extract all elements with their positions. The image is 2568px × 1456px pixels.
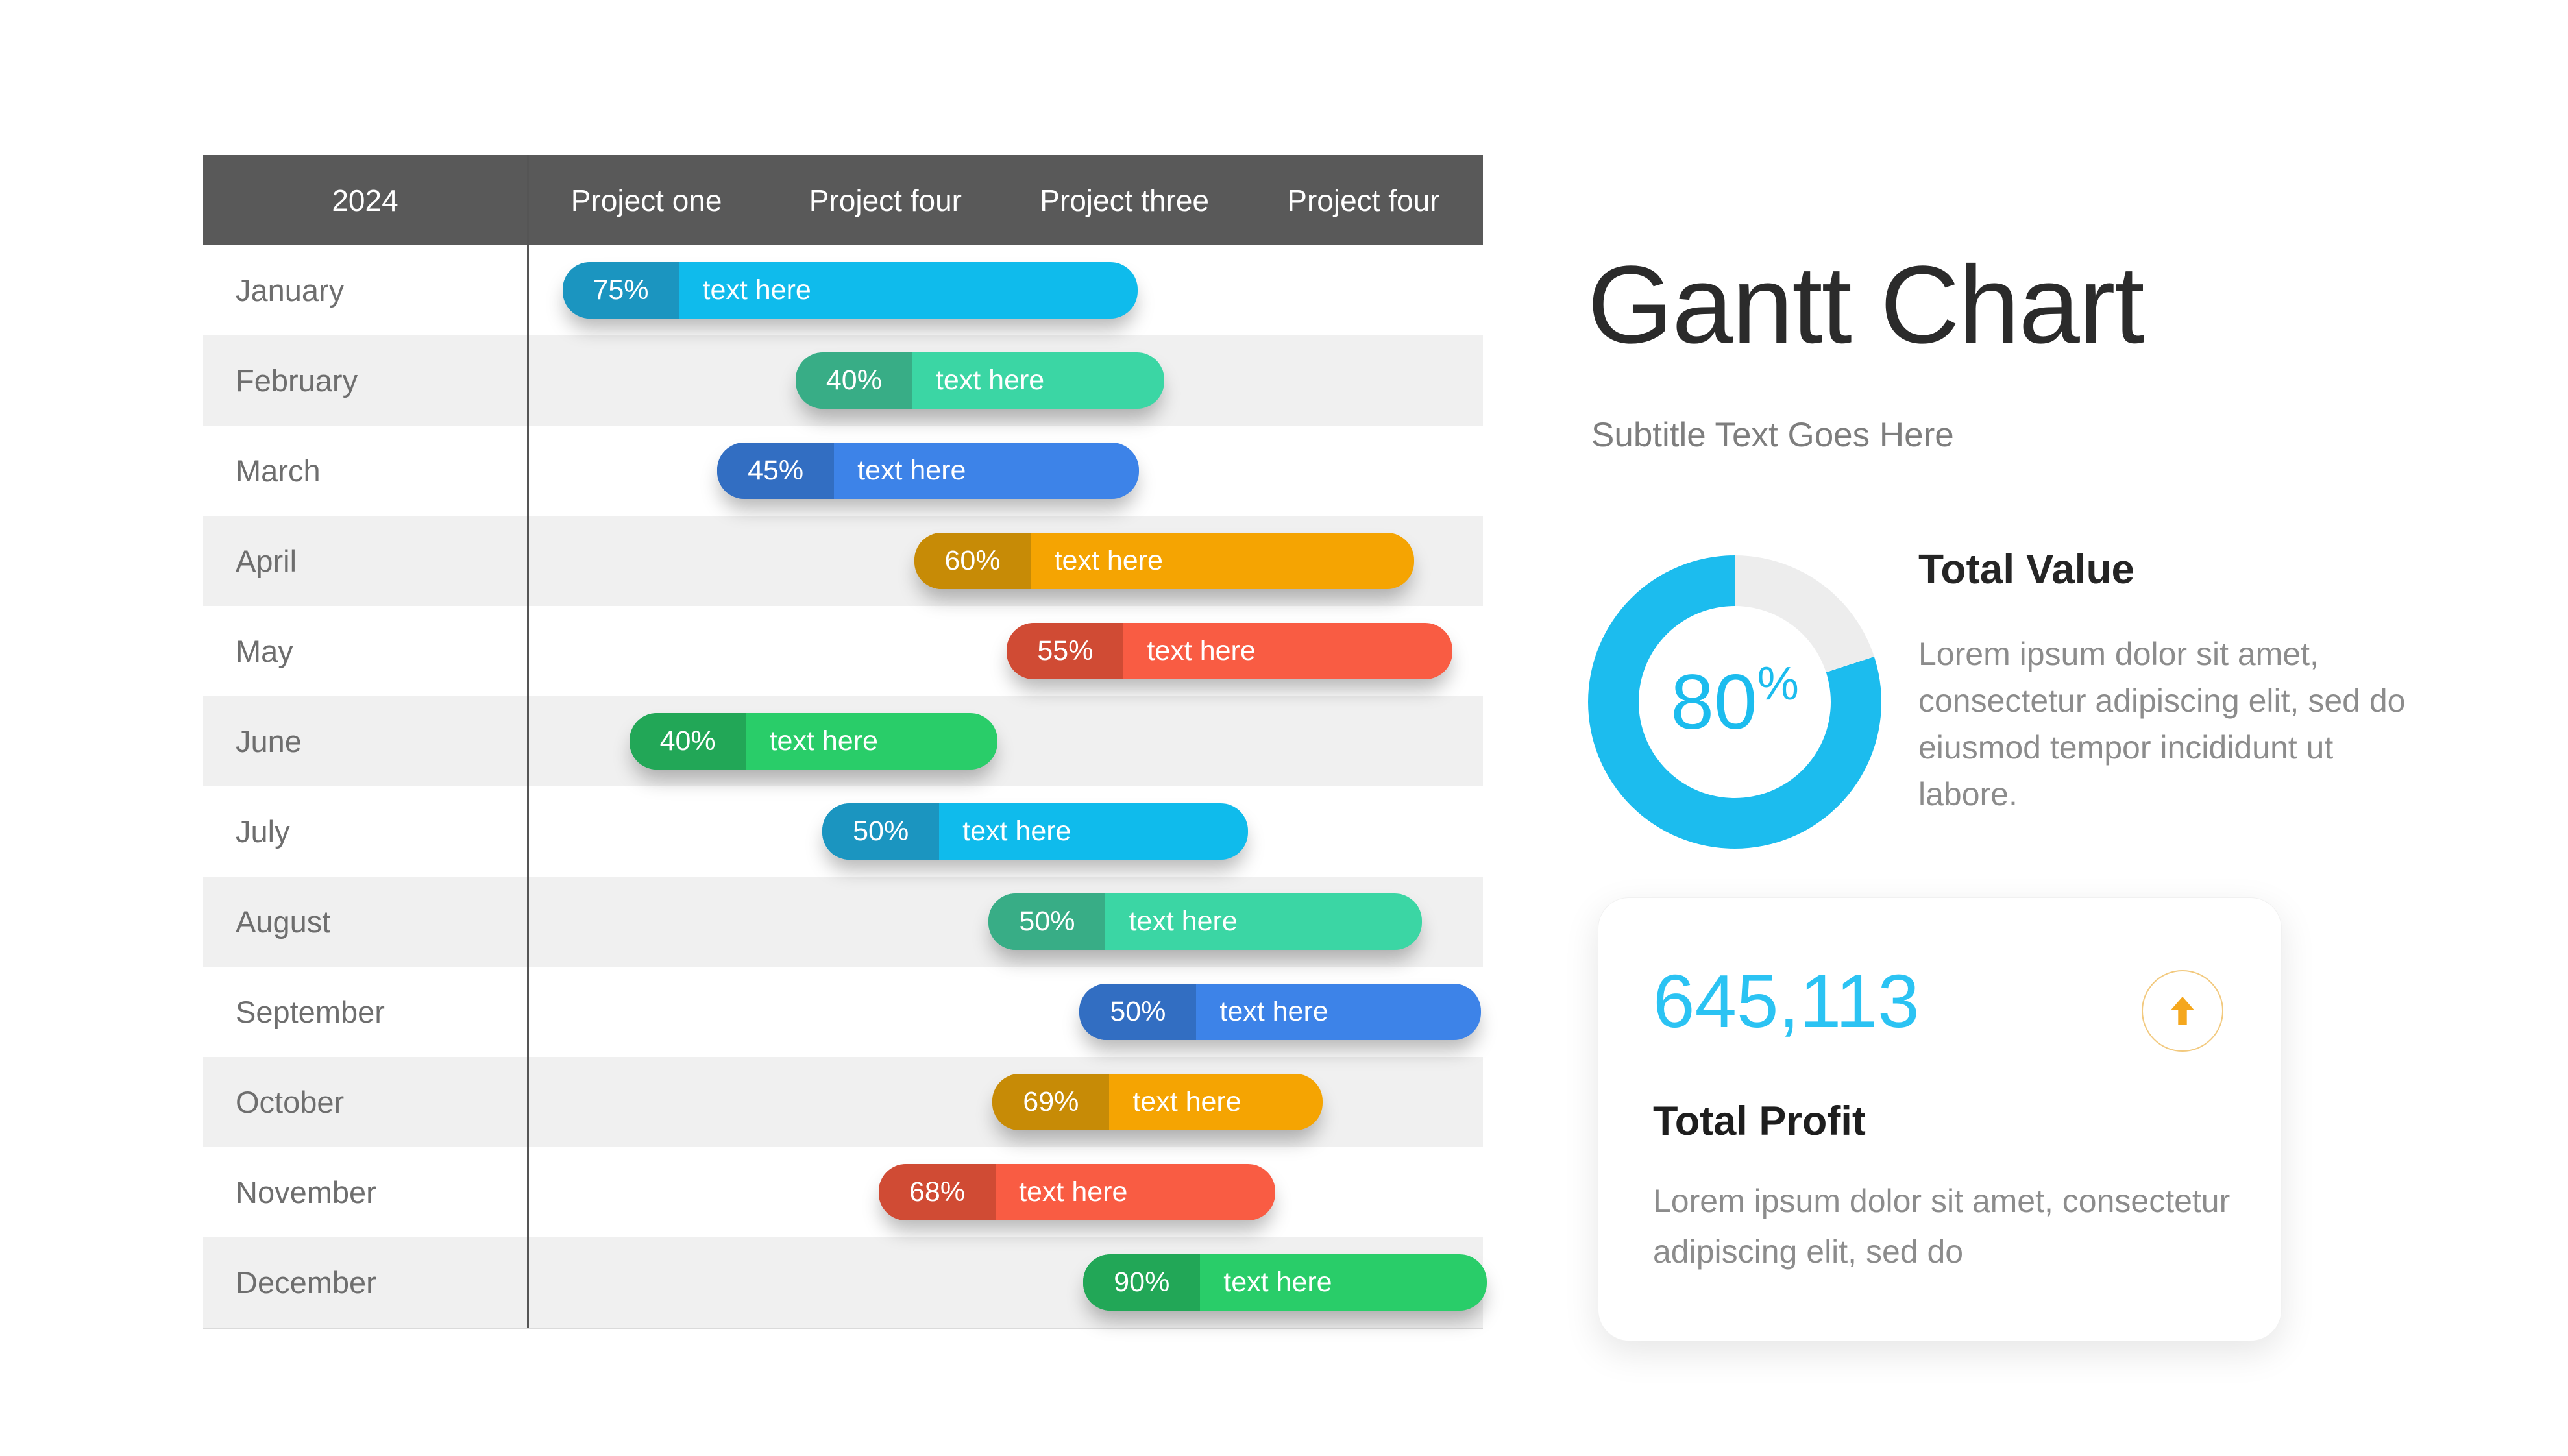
table-row: July 50% text here bbox=[203, 786, 1483, 877]
month-label: August bbox=[236, 904, 331, 939]
row-track: 90% text here bbox=[527, 1237, 1487, 1328]
gantt-bar: 45% text here bbox=[717, 443, 1139, 499]
row-track: 55% text here bbox=[527, 606, 1483, 696]
table-row: November 68% text here bbox=[203, 1147, 1483, 1237]
table-row: December 90% text here bbox=[203, 1237, 1487, 1328]
bar-label: text here bbox=[769, 725, 878, 757]
bar-label: text here bbox=[857, 455, 966, 486]
bar-percent-badge: 90% bbox=[1083, 1254, 1201, 1311]
row-track: 69% text here bbox=[527, 1057, 1483, 1147]
bar-label: text here bbox=[962, 816, 1071, 847]
bar-label: text here bbox=[1132, 1086, 1241, 1117]
bar-percent-badge: 55% bbox=[1007, 623, 1124, 679]
gantt-rows: January 75% text here February 40% text here M… bbox=[203, 245, 1487, 1328]
month-column-divider bbox=[527, 155, 529, 1328]
month-label: January bbox=[236, 273, 345, 308]
bar-percent-badge: 50% bbox=[988, 893, 1106, 950]
gantt-bar: 40% text here bbox=[629, 713, 997, 770]
month-label: October bbox=[236, 1085, 345, 1119]
project-column-header: Project four bbox=[809, 183, 962, 217]
gantt-bar: 55% text here bbox=[1007, 623, 1452, 679]
bar-label: text here bbox=[1219, 996, 1328, 1027]
page-subtitle: Subtitle Text Goes Here bbox=[1591, 416, 1954, 454]
bar-label: text here bbox=[1054, 545, 1163, 576]
table-row: February 40% text here bbox=[203, 335, 1483, 426]
bar-percent-badge: 75% bbox=[562, 262, 679, 319]
bar-label: text here bbox=[1019, 1176, 1128, 1207]
year-header: 2024 bbox=[332, 183, 398, 217]
row-track: 68% text here bbox=[527, 1147, 1483, 1237]
bar-percent-badge: 50% bbox=[1079, 984, 1197, 1040]
row-track: 45% text here bbox=[527, 426, 1483, 516]
bar-percent-badge: 60% bbox=[914, 533, 1031, 589]
row-track: 40% text here bbox=[527, 696, 1483, 786]
row-track: 40% text here bbox=[527, 335, 1483, 426]
gantt-bar: 68% text here bbox=[879, 1164, 1276, 1220]
month-label: April bbox=[236, 544, 297, 578]
bar-label: text here bbox=[1147, 635, 1256, 666]
row-track: 75% text here bbox=[527, 245, 1483, 335]
month-label: September bbox=[236, 995, 385, 1029]
month-label: March bbox=[236, 454, 321, 488]
table-row: January 75% text here bbox=[203, 245, 1483, 335]
project-column-headers: Project one Project four Project three Proj… bbox=[527, 183, 1483, 218]
month-label: December bbox=[236, 1265, 376, 1300]
page-title: Gantt Chart bbox=[1587, 243, 2145, 367]
bar-percent-badge: 40% bbox=[629, 713, 746, 770]
row-track: 50% text here bbox=[527, 786, 1483, 877]
donut-value: 80 bbox=[1670, 659, 1757, 746]
table-row: March 45% text here bbox=[203, 426, 1483, 516]
bar-label: text here bbox=[702, 274, 811, 306]
bar-label: text here bbox=[1223, 1267, 1332, 1298]
month-label: May bbox=[236, 634, 293, 668]
gantt-table-header: 2024 Project one Project four Project thre… bbox=[203, 155, 1483, 245]
bar-percent-badge: 68% bbox=[879, 1164, 996, 1220]
gantt-table: 2024 Project one Project four Project thre… bbox=[203, 155, 1487, 1329]
table-row: August 50% text here bbox=[203, 877, 1483, 967]
project-column-header: Project three bbox=[1040, 183, 1210, 217]
table-row: May 55% text here bbox=[203, 606, 1483, 696]
total-value-block: Total Value Lorem ipsum dolor sit amet, … bbox=[1918, 545, 2438, 818]
month-label: November bbox=[236, 1175, 376, 1209]
gantt-bar: 60% text here bbox=[914, 533, 1414, 589]
table-row: April 60% text here bbox=[203, 516, 1483, 606]
bar-percent-badge: 40% bbox=[795, 352, 912, 409]
donut-hole bbox=[1639, 606, 1831, 798]
up-arrow-icon bbox=[2170, 997, 2195, 1025]
bar-percent-badge: 69% bbox=[992, 1074, 1110, 1130]
profit-body: Lorem ipsum dolor sit amet, consectetur … bbox=[1653, 1183, 2231, 1270]
bar-percent-badge: 45% bbox=[717, 443, 835, 499]
profit-number: 645,113 bbox=[1653, 959, 1920, 1043]
gantt-bar: 50% text here bbox=[822, 803, 1248, 860]
project-column-header: Project four bbox=[1287, 183, 1440, 217]
month-label: February bbox=[236, 363, 358, 398]
gantt-bar: 90% text here bbox=[1083, 1254, 1487, 1311]
row-track: 50% text here bbox=[527, 967, 1483, 1057]
total-value-body: Lorem ipsum dolor sit amet, consectetur … bbox=[1918, 636, 2406, 812]
bar-label: text here bbox=[935, 365, 1045, 396]
row-track: 50% text here bbox=[527, 877, 1483, 967]
bar-label: text here bbox=[1129, 906, 1238, 937]
gantt-bar: 50% text here bbox=[988, 893, 1422, 950]
total-profit-card: 645,113 Total Profit Lorem ipsum dolor s… bbox=[1598, 897, 2282, 1341]
gantt-bar: 75% text here bbox=[562, 262, 1138, 319]
progress-donut-chart: 80% bbox=[1588, 555, 1881, 849]
row-track: 60% text here bbox=[527, 516, 1483, 606]
bar-percent-badge: 50% bbox=[822, 803, 940, 860]
table-row: September 50% text here bbox=[203, 967, 1483, 1057]
month-label: July bbox=[236, 814, 290, 849]
table-row: October 69% text here bbox=[203, 1057, 1483, 1147]
project-column-header: Project one bbox=[570, 183, 722, 217]
donut-unit: % bbox=[1757, 658, 1799, 710]
up-arrow-badge bbox=[2142, 970, 2223, 1052]
profit-heading: Total Profit bbox=[1653, 1098, 1866, 1144]
gantt-bar: 69% text here bbox=[992, 1074, 1323, 1130]
gantt-bar: 50% text here bbox=[1079, 984, 1482, 1040]
month-label: June bbox=[236, 724, 302, 758]
total-value-heading: Total Value bbox=[1918, 546, 2135, 592]
table-row: June 40% text here bbox=[203, 696, 1483, 786]
gantt-bar: 40% text here bbox=[795, 352, 1165, 409]
donut-percent-label: 80% bbox=[1588, 555, 1881, 849]
